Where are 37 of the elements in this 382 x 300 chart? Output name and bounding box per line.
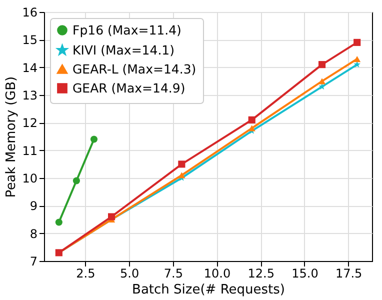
x-tick-label: 10.0 <box>204 266 231 280</box>
point <box>318 83 326 90</box>
y-tick-label: 7 <box>30 254 38 268</box>
point <box>354 38 361 46</box>
point <box>108 213 116 220</box>
x-tick-label: 17.5 <box>335 266 362 280</box>
y-tick-label: 10 <box>22 172 38 186</box>
x-tick-label: 7.5 <box>164 266 183 280</box>
x-axis-title: Batch Size(# Requests) <box>132 282 285 298</box>
x-tick-label: 2.5 <box>76 266 96 280</box>
y-tick-label: 9 <box>30 199 38 214</box>
point <box>248 116 256 124</box>
point <box>178 160 186 168</box>
point <box>318 61 326 68</box>
point <box>354 56 361 62</box>
y-tick-label: 8 <box>30 226 38 241</box>
point <box>90 136 98 143</box>
point <box>55 218 62 226</box>
y-tick-label: 13 <box>22 88 38 102</box>
point <box>178 172 186 178</box>
x-tick-label: 5.0 <box>120 266 140 280</box>
y-tick-label: 16 <box>22 6 38 20</box>
legend-label: KIVI (Max=14.1) <box>72 42 174 58</box>
y-tick-label: 11 <box>22 144 38 158</box>
legend-label: GEAR-L (Max=14.3) <box>72 61 196 76</box>
x-tick-label: 15.0 <box>292 266 318 280</box>
x-tick-label: 12.5 <box>248 266 274 280</box>
y-tick-label: 14 <box>22 60 38 75</box>
y-tick-label: 15 <box>22 33 38 48</box>
legend-label: Fp16 (Max=11.4) <box>72 22 182 38</box>
point <box>72 177 80 184</box>
legend-label: GEAR (Max=14.9) <box>72 80 186 96</box>
point <box>354 61 360 68</box>
point <box>248 125 256 132</box>
y-axis-title: Peak Memory (GB) <box>4 76 20 198</box>
point <box>318 78 326 84</box>
y-tick-label: 12 <box>22 116 38 130</box>
